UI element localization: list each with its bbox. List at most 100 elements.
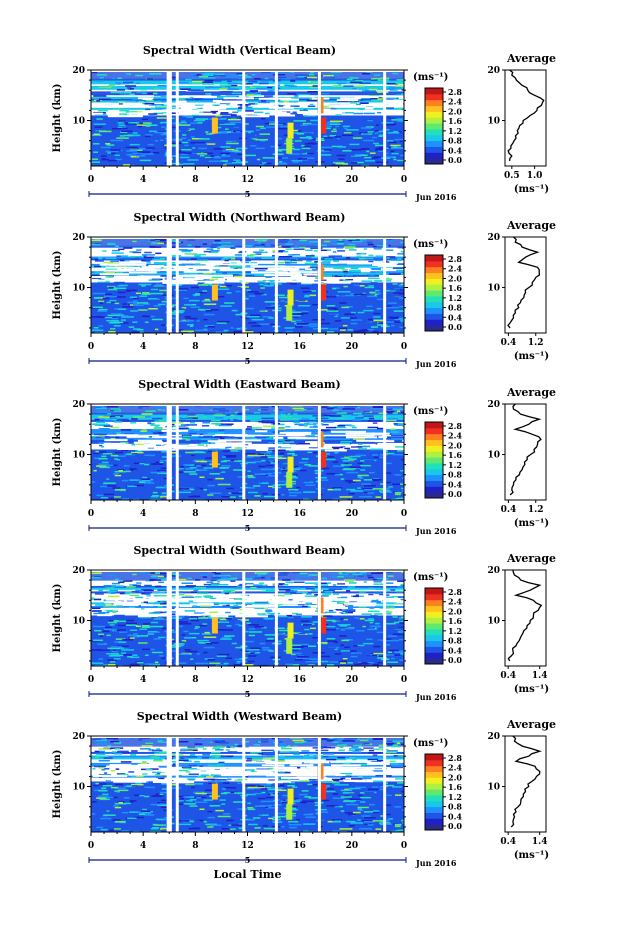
panel-2: Spectral Width (Eastward Beam)2010Height… <box>52 378 556 536</box>
profile-frame <box>505 237 546 333</box>
colorbar-swatch <box>425 641 443 647</box>
profile-line <box>510 404 541 495</box>
profile-frame <box>505 70 546 166</box>
colorbar-swatch <box>425 486 443 492</box>
month-label: Jun 2016 <box>415 192 457 202</box>
colorbar-swatch <box>425 255 443 261</box>
x-tick-label: 12 <box>241 675 254 685</box>
profile-x-tick-label: 1.4 <box>532 671 548 681</box>
colorbar-swatch <box>425 480 443 486</box>
colorbar-tick-label: 2.4 <box>448 597 462 607</box>
profile-line <box>508 70 544 161</box>
colorbar-swatch <box>425 451 443 457</box>
colorbar-swatch <box>425 129 443 135</box>
colorbar-swatch <box>425 789 443 795</box>
colorbar-swatch <box>425 302 443 308</box>
panel-title: Spectral Width (Westward Beam) <box>137 710 342 723</box>
colorbar-swatch <box>425 428 443 434</box>
date-label: 5 <box>245 523 251 533</box>
x-tick-label: 12 <box>241 342 254 352</box>
colorbar-tick-label: 2.0 <box>448 772 462 782</box>
colorbar-tick-label: 1.2 <box>448 626 462 636</box>
colorbar-label: (ms⁻¹) <box>413 738 448 749</box>
colorbar-swatch <box>425 146 443 152</box>
colorbar-tick-label: 0.8 <box>448 470 462 480</box>
profile-x-tick-label: 1.2 <box>528 338 544 348</box>
profile-y-tick-label: 20 <box>487 566 500 576</box>
profile-title: Average <box>506 219 556 232</box>
profile-title: Average <box>506 52 556 65</box>
colorbar-swatch <box>425 313 443 319</box>
date-label: 5 <box>245 189 251 199</box>
colorbar-swatch <box>425 772 443 778</box>
colorbar-tick-label: 1.2 <box>448 126 462 136</box>
x-tick-label: 4 <box>140 175 146 185</box>
profile-frame <box>505 404 546 500</box>
profile-x-tick-label: 0.4 <box>500 837 516 847</box>
x-tick-label: 4 <box>140 342 146 352</box>
colorbar-tick-label: 0.4 <box>448 811 462 821</box>
x-tick-label: 8 <box>192 675 198 685</box>
colorbar-swatch <box>425 296 443 302</box>
colorbar-swatch <box>425 88 443 94</box>
panel-title: Spectral Width (Eastward Beam) <box>138 378 340 391</box>
profile-y-tick-label: 20 <box>487 400 500 410</box>
profile-line <box>508 570 541 661</box>
colorbar-tick-label: 2.0 <box>448 106 462 116</box>
y-axis-label: Height (km) <box>52 750 63 819</box>
colorbar-tick-label: 0.8 <box>448 136 462 146</box>
colorbar-swatch <box>425 469 443 475</box>
colorbar-swatch <box>425 812 443 818</box>
colorbar-swatch <box>425 760 443 766</box>
colorbar-swatch <box>425 588 443 594</box>
heatmap-cells <box>91 70 427 167</box>
y-tick-label: 20 <box>72 233 85 243</box>
profile-y-tick-label: 20 <box>487 233 500 243</box>
x-tick-label: 4 <box>140 841 146 851</box>
profile-x-label: (ms⁻¹) <box>514 684 549 695</box>
colorbar-tick-label: 0.0 <box>448 322 462 332</box>
y-tick-label: 20 <box>72 66 85 76</box>
x-tick-label: 16 <box>293 175 306 185</box>
colorbar-tick-label: 2.4 <box>448 97 462 107</box>
x-tick-label: 8 <box>192 841 198 851</box>
colorbar-tick-label: 1.6 <box>448 782 462 792</box>
colorbar-tick-label: 2.0 <box>448 606 462 616</box>
colorbar-swatch <box>425 777 443 783</box>
x-tick-label: 16 <box>293 841 306 851</box>
y-tick-label: 20 <box>72 400 85 410</box>
x-tick-label: 0 <box>88 841 94 851</box>
colorbar-swatch <box>425 284 443 290</box>
colorbar-tick-label: 2.0 <box>448 273 462 283</box>
x-tick-label: 12 <box>241 175 254 185</box>
x-tick-label: 0 <box>401 342 407 352</box>
colorbar-swatch <box>425 801 443 807</box>
colorbar-swatch <box>425 617 443 623</box>
x-tick-label: 20 <box>346 342 359 352</box>
x-tick-label: 4 <box>140 509 146 519</box>
colorbar-swatch <box>425 600 443 606</box>
colorbar-tick-label: 0.8 <box>448 802 462 812</box>
colorbar-tick-label: 2.8 <box>448 87 462 97</box>
colorbar-swatch <box>425 754 443 760</box>
x-tick-label: 12 <box>241 841 254 851</box>
colorbar-tick-label: 0.0 <box>448 821 462 831</box>
x-tick-label: 16 <box>293 675 306 685</box>
colorbar-tick-label: 1.2 <box>448 460 462 470</box>
colorbar-swatch <box>425 273 443 279</box>
colorbar-tick-label: 2.8 <box>448 753 462 763</box>
month-label: Jun 2016 <box>415 858 457 868</box>
colorbar-swatch <box>425 623 443 629</box>
colorbar-swatch <box>425 652 443 658</box>
month-label: Jun 2016 <box>415 359 457 369</box>
colorbar-label: (ms⁻¹) <box>413 406 448 417</box>
y-tick-label: 10 <box>72 783 85 793</box>
profile-y-tick-label: 10 <box>487 284 500 294</box>
y-tick-label: 20 <box>72 732 85 742</box>
profile-frame <box>505 570 546 666</box>
profile-y-tick-label: 10 <box>487 451 500 461</box>
colorbar-tick-label: 2.8 <box>448 587 462 597</box>
